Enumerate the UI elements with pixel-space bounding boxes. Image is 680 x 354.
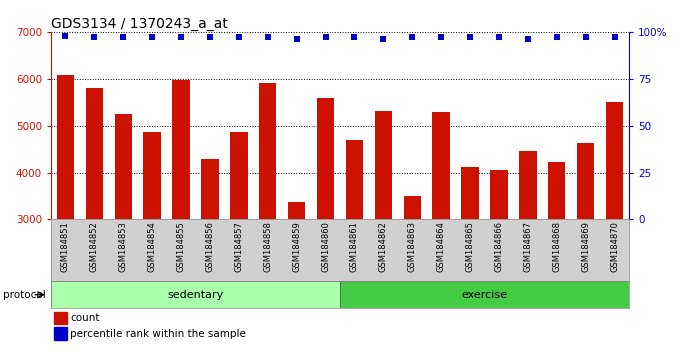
Point	[494, 35, 505, 40]
Point	[233, 35, 244, 40]
Text: GSM184857: GSM184857	[235, 221, 243, 272]
Bar	[173, 80, 190, 354]
Text: GSM184853: GSM184853	[119, 221, 128, 272]
Point	[291, 36, 302, 42]
Bar	[375, 111, 392, 354]
Text: GSM184868: GSM184868	[552, 221, 561, 272]
Bar	[86, 88, 103, 354]
Text: GSM184864: GSM184864	[437, 221, 445, 272]
Bar	[317, 98, 334, 354]
Text: GSM184863: GSM184863	[408, 221, 417, 272]
Bar	[230, 132, 248, 354]
Text: GSM184859: GSM184859	[292, 221, 301, 272]
Bar	[345, 140, 363, 354]
Text: GSM184854: GSM184854	[148, 221, 156, 272]
Point	[60, 33, 71, 39]
Bar	[143, 132, 161, 354]
Point	[320, 35, 331, 40]
Bar	[548, 162, 566, 354]
Bar	[114, 114, 132, 354]
Text: GSM184851: GSM184851	[61, 221, 70, 272]
Bar	[606, 102, 624, 354]
Bar	[461, 167, 479, 354]
Point	[436, 35, 447, 40]
Point	[609, 35, 620, 40]
Bar	[403, 195, 421, 354]
Text: GSM184862: GSM184862	[379, 221, 388, 272]
Bar	[432, 112, 450, 354]
Bar	[201, 159, 219, 354]
Bar	[259, 82, 276, 354]
Bar	[340, 281, 629, 308]
Point	[205, 35, 216, 40]
Bar	[577, 143, 594, 354]
Point	[89, 35, 100, 40]
Point	[175, 35, 186, 40]
Bar	[57, 75, 74, 354]
Text: GSM184865: GSM184865	[466, 221, 475, 272]
Point	[464, 35, 475, 40]
Bar	[288, 202, 305, 354]
Bar	[490, 170, 507, 354]
Point	[147, 35, 158, 40]
Text: GSM184870: GSM184870	[610, 221, 619, 272]
Text: GSM184858: GSM184858	[263, 221, 272, 272]
Text: exercise: exercise	[462, 290, 507, 300]
Point	[378, 36, 389, 42]
Text: protocol: protocol	[3, 290, 46, 300]
Point	[580, 35, 591, 40]
Point	[118, 35, 129, 40]
Text: GSM184852: GSM184852	[90, 221, 99, 272]
Text: GSM184866: GSM184866	[494, 221, 503, 272]
Text: GSM184855: GSM184855	[177, 221, 186, 272]
Text: sedentary: sedentary	[167, 290, 224, 300]
Bar	[520, 152, 537, 354]
Point	[522, 36, 533, 42]
Text: percentile rank within the sample: percentile rank within the sample	[70, 329, 246, 339]
Text: GSM184867: GSM184867	[524, 221, 532, 272]
Text: GSM184860: GSM184860	[321, 221, 330, 272]
Text: GSM184861: GSM184861	[350, 221, 359, 272]
Point	[262, 35, 273, 40]
Text: GDS3134 / 1370243_a_at: GDS3134 / 1370243_a_at	[51, 17, 228, 31]
Point	[407, 35, 418, 40]
Text: count: count	[70, 313, 99, 323]
Text: GSM184856: GSM184856	[205, 221, 214, 272]
Text: GSM184869: GSM184869	[581, 221, 590, 272]
Point	[551, 35, 562, 40]
Point	[349, 35, 360, 40]
Bar	[51, 281, 340, 308]
